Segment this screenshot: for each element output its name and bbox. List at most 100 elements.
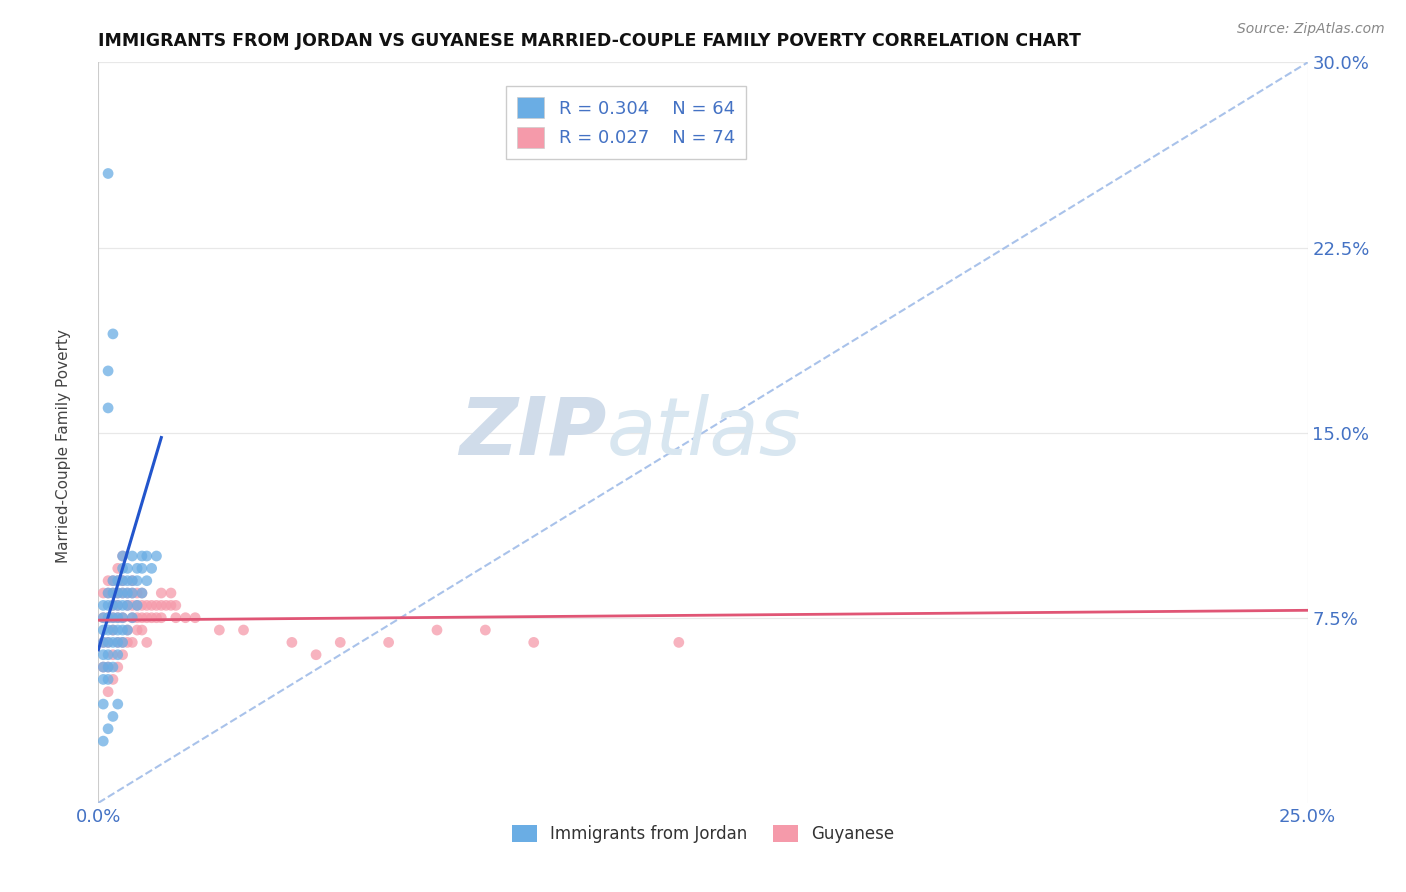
- Point: [121, 610, 143, 624]
- Text: ZIP: ZIP: [458, 393, 606, 472]
- Point: [101, 599, 124, 613]
- Point: [135, 610, 157, 624]
- Point: [111, 574, 134, 588]
- Point: [97, 660, 120, 674]
- Point: [107, 610, 129, 624]
- Point: [91, 673, 114, 687]
- Point: [668, 635, 690, 649]
- Point: [150, 599, 173, 613]
- Point: [127, 599, 149, 613]
- Point: [131, 549, 153, 563]
- Point: [101, 648, 124, 662]
- Point: [155, 599, 177, 613]
- Point: [131, 561, 153, 575]
- Point: [329, 635, 352, 649]
- Point: [165, 610, 187, 624]
- Point: [107, 586, 129, 600]
- Point: [141, 561, 163, 575]
- Point: [127, 599, 149, 613]
- Text: atlas: atlas: [606, 393, 801, 472]
- Point: [121, 574, 143, 588]
- Point: [107, 635, 129, 649]
- Point: [135, 549, 157, 563]
- Point: [111, 610, 134, 624]
- Point: [121, 599, 143, 613]
- Point: [165, 599, 187, 613]
- Point: [107, 635, 129, 649]
- Point: [131, 586, 153, 600]
- Point: [91, 623, 114, 637]
- Point: [91, 660, 114, 674]
- Legend: Immigrants from Jordan, Guyanese: Immigrants from Jordan, Guyanese: [505, 819, 901, 850]
- Point: [111, 561, 134, 575]
- Point: [101, 610, 124, 624]
- Point: [111, 574, 134, 588]
- Point: [97, 610, 120, 624]
- Point: [117, 599, 139, 613]
- Point: [97, 610, 120, 624]
- Point: [91, 697, 114, 711]
- Point: [426, 623, 449, 637]
- Point: [97, 722, 120, 736]
- Point: [101, 709, 124, 723]
- Point: [117, 574, 139, 588]
- Point: [91, 660, 114, 674]
- Point: [91, 734, 114, 748]
- Point: [101, 326, 124, 341]
- Point: [135, 599, 157, 613]
- Point: [97, 635, 120, 649]
- Point: [101, 610, 124, 624]
- Point: [97, 623, 120, 637]
- Point: [135, 635, 157, 649]
- Point: [127, 574, 149, 588]
- Point: [97, 574, 120, 588]
- Point: [107, 574, 129, 588]
- Point: [91, 648, 114, 662]
- Point: [131, 586, 153, 600]
- Point: [121, 549, 143, 563]
- Point: [127, 586, 149, 600]
- Point: [101, 623, 124, 637]
- Point: [107, 599, 129, 613]
- Point: [101, 586, 124, 600]
- Point: [141, 599, 163, 613]
- Point: [135, 574, 157, 588]
- Point: [208, 623, 231, 637]
- Point: [174, 610, 197, 624]
- Point: [107, 660, 129, 674]
- Point: [111, 586, 134, 600]
- Point: [101, 599, 124, 613]
- Point: [97, 586, 120, 600]
- Point: [305, 648, 328, 662]
- Point: [97, 673, 120, 687]
- Point: [97, 648, 120, 662]
- Point: [97, 660, 120, 674]
- Point: [117, 623, 139, 637]
- Point: [111, 635, 134, 649]
- Point: [101, 635, 124, 649]
- Point: [97, 599, 120, 613]
- Point: [101, 574, 124, 588]
- Point: [121, 574, 143, 588]
- Point: [127, 610, 149, 624]
- Point: [111, 635, 134, 649]
- Point: [91, 635, 114, 649]
- Point: [91, 599, 114, 613]
- Point: [141, 610, 163, 624]
- Point: [107, 648, 129, 662]
- Point: [121, 586, 143, 600]
- Point: [91, 610, 114, 624]
- Point: [107, 586, 129, 600]
- Point: [111, 610, 134, 624]
- Point: [97, 401, 120, 415]
- Point: [131, 599, 153, 613]
- Point: [117, 561, 139, 575]
- Point: [160, 599, 183, 613]
- Point: [97, 166, 120, 180]
- Point: [232, 623, 254, 637]
- Point: [377, 635, 399, 649]
- Point: [127, 561, 149, 575]
- Point: [97, 685, 120, 699]
- Point: [111, 549, 134, 563]
- Point: [150, 586, 173, 600]
